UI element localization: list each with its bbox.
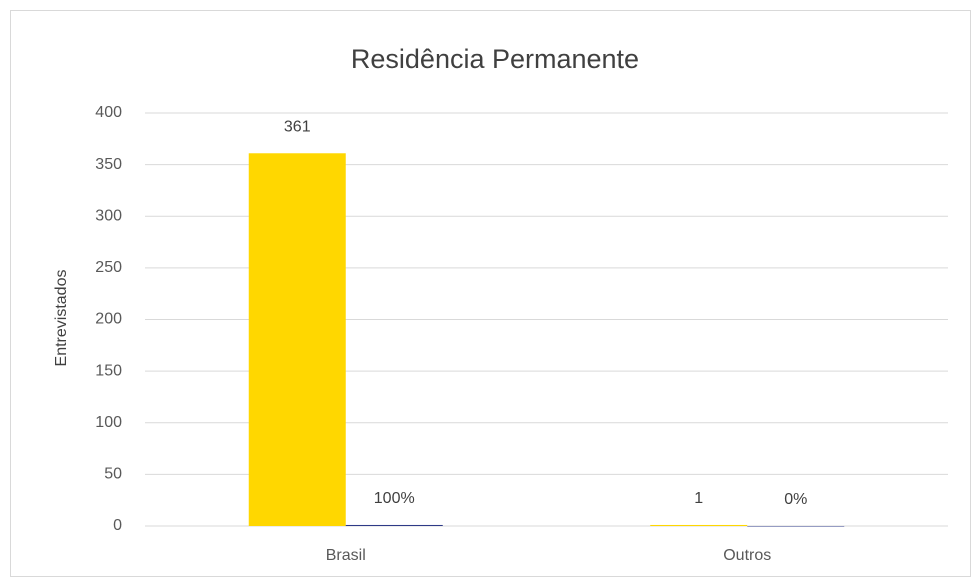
y-axis-label: Entrevistados — [53, 270, 70, 367]
value-label: 1 — [694, 490, 703, 507]
value-label: 100% — [374, 490, 415, 507]
bar — [345, 524, 443, 526]
bar — [650, 524, 748, 526]
bar — [248, 153, 346, 526]
y-tick-label: 200 — [95, 311, 122, 328]
chart-border — [10, 10, 971, 577]
y-tick-label: 150 — [95, 362, 122, 379]
x-tick-label: Outros — [723, 547, 771, 564]
chart-title: Residência Permanente — [351, 44, 639, 74]
y-tick-label: 50 — [104, 466, 122, 483]
y-tick-label: 300 — [95, 207, 122, 224]
value-label: 0% — [784, 491, 807, 508]
value-label: 361 — [284, 118, 311, 135]
y-tick-label: 100 — [95, 414, 122, 431]
x-tick-label: Brasil — [326, 547, 366, 564]
y-tick-label: 400 — [95, 104, 122, 121]
bar — [747, 526, 845, 527]
y-tick-label: 250 — [95, 259, 122, 276]
y-tick-label: 0 — [113, 517, 122, 534]
y-tick-label: 350 — [95, 156, 122, 173]
